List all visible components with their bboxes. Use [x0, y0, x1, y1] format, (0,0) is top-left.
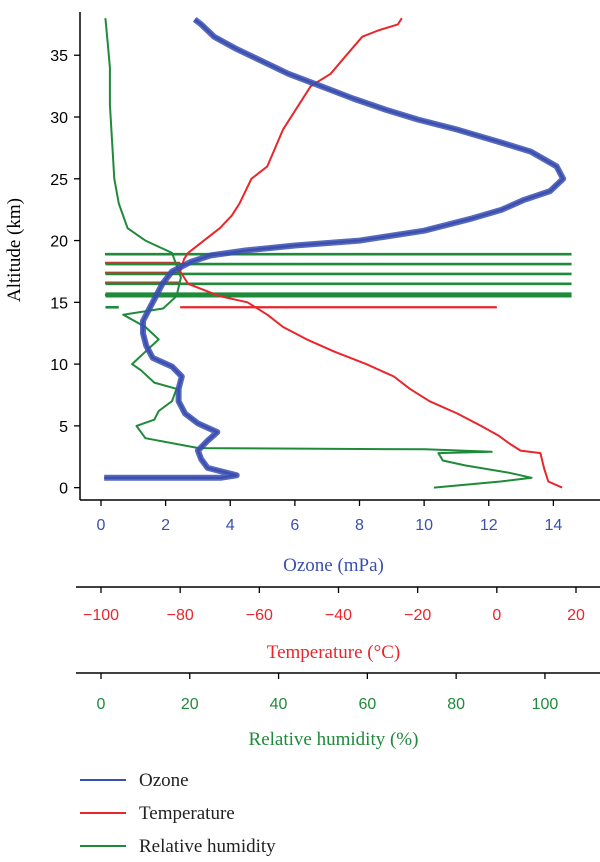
humidity-tick-label: 20 [181, 696, 199, 713]
temperature-axis: −100 −80 −60 −40 −20 0 20 Temperature (°C) [76, 586, 600, 663]
plateau-lines [104, 252, 572, 309]
humidity-axis: 0 20 40 60 80 100 Relative humidity (%) [76, 672, 600, 750]
series-layer [104, 17, 572, 489]
humidity-tick-label: 40 [270, 696, 288, 713]
y-tick-label: 35 [50, 48, 68, 65]
legend-entry: Temperature [80, 803, 235, 824]
humidity-tick-label: 80 [447, 696, 465, 713]
ozone-tick-label: 12 [480, 517, 498, 534]
y-tick-label: 0 [59, 481, 68, 498]
y-tick-label: 5 [59, 419, 68, 436]
ozone-axis: 0 2 4 6 8 10 12 14 Ozone (mPa) [80, 499, 600, 576]
ozone-tick-label: 2 [161, 517, 170, 534]
humidity-tick-label: 0 [97, 696, 106, 713]
humidity-axis-title: Relative humidity (%) [249, 729, 419, 750]
temperature-tick-label: −40 [325, 607, 352, 624]
ozone-series-band [104, 17, 567, 481]
ozone-tick-label: 8 [355, 517, 364, 534]
y-tick-label: 10 [50, 357, 68, 374]
y-axis-ticks: 0 5 10 15 20 25 30 35 [50, 48, 80, 498]
temperature-tick-label: −80 [167, 607, 194, 624]
legend-label: Ozone [139, 770, 189, 791]
temperature-tick-label: 0 [492, 607, 501, 624]
humidity-series-line [104, 18, 533, 489]
humidity-tick-label: 60 [358, 696, 376, 713]
y-tick-label: 15 [50, 295, 68, 312]
legend-entry: Ozone [80, 770, 189, 791]
ozone-series-line [104, 18, 565, 479]
temperature-tick-label: −20 [404, 607, 431, 624]
y-tick-label: 25 [50, 172, 68, 189]
ozone-axis-title: Ozone (mPa) [283, 555, 384, 576]
legend-label: Relative humidity [139, 836, 276, 857]
ozone-tick-label: 4 [226, 517, 235, 534]
legend: Ozone Temperature Relative humidity [80, 770, 276, 857]
humidity-tick-label: 100 [532, 696, 559, 713]
temperature-tick-label: −100 [83, 607, 119, 624]
plot-area: 0 5 10 15 20 25 30 35 Altitude (km) [4, 12, 572, 500]
ozone-tick-label: 10 [415, 517, 433, 534]
temperature-tick-label: 20 [567, 607, 585, 624]
y-tick-label: 20 [50, 234, 68, 251]
y-axis-title: Altitude (km) [4, 198, 25, 302]
ozone-tick-label: 0 [97, 517, 106, 534]
y-tick-label: 30 [50, 110, 68, 127]
x-axes: 0 2 4 6 8 10 12 14 Ozone (mPa) −100 −80 −60 −40 −20 0 2… [76, 499, 600, 750]
temperature-tick-label: −60 [246, 607, 273, 624]
temperature-series-line [179, 17, 563, 489]
ozone-tick-label: 14 [544, 517, 562, 534]
ozone-tick-label: 6 [290, 517, 299, 534]
legend-entry: Relative humidity [80, 836, 276, 857]
temperature-axis-title: Temperature (°C) [267, 642, 400, 663]
legend-label: Temperature [139, 803, 235, 824]
